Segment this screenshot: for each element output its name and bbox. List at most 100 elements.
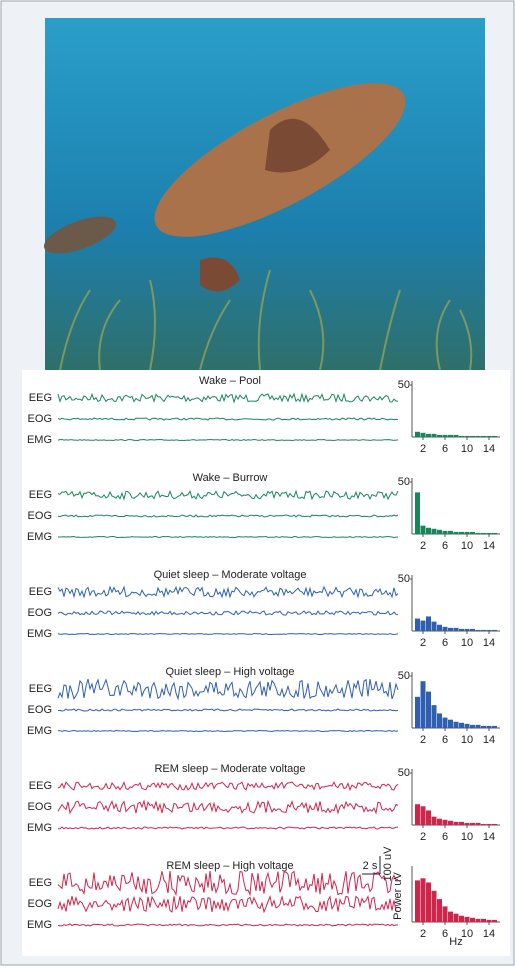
spectrum-bar — [465, 823, 470, 825]
spectrum-bar — [465, 629, 470, 631]
x-tick-label: 2 — [420, 831, 426, 843]
spectrum-bar — [432, 817, 437, 825]
spectrum-bar — [470, 436, 475, 437]
spectrum-bar — [476, 725, 481, 728]
x-tick-label: 6 — [442, 928, 448, 940]
spectrum-bar — [465, 436, 470, 437]
spectrum-bar — [443, 627, 448, 631]
channel-label: EMG — [27, 531, 52, 543]
spectrum-bar — [426, 692, 431, 728]
spectrum-bar — [476, 533, 481, 534]
spectrum-bar — [487, 920, 492, 922]
figure: Wake – Pool EEG EOG EMG 50 2 6 10 14 Wake – Burro… — [0, 0, 515, 966]
spectrum-bar — [465, 917, 470, 922]
spectrum-bar — [421, 681, 426, 728]
spectrum-bar — [459, 532, 464, 534]
channel-label: EOG — [28, 510, 52, 522]
channel-label: EEG — [29, 877, 52, 889]
spectrum-bar — [421, 526, 426, 534]
spectrum-bar — [481, 824, 486, 825]
spectrum-bar — [426, 810, 431, 825]
panel-title: Quiet sleep – High voltage — [165, 666, 294, 678]
spectrum-bar — [454, 914, 459, 922]
spectrum-bar — [437, 713, 442, 728]
x-tick-label: 10 — [461, 443, 473, 455]
spectrum-bar — [454, 722, 459, 728]
channel-label: EEG — [29, 683, 52, 695]
spectrum-bar — [492, 920, 497, 922]
spectrum-bar — [443, 718, 448, 728]
spectrum-bar — [459, 629, 464, 631]
spectrum-bar — [432, 891, 437, 922]
x-tick-label: 10 — [461, 734, 473, 746]
spectrum-bar — [448, 821, 453, 825]
panel-title: REM sleep – Moderate voltage — [154, 763, 305, 775]
spectrum-bar — [487, 824, 492, 825]
spectrum-bar — [437, 435, 442, 437]
spectrum-bar — [481, 533, 486, 534]
spectrum-bar — [492, 726, 497, 728]
spectrum-bar — [421, 878, 426, 922]
spectrum-bar — [476, 919, 481, 922]
channel-label: EOG — [28, 607, 52, 619]
panel-title: REM sleep – High voltage — [166, 860, 293, 872]
spectrum-bar — [492, 630, 497, 631]
spectrum-bar — [415, 804, 420, 825]
channel-label: EMG — [27, 628, 52, 640]
x-tick-label: 2 — [420, 734, 426, 746]
x-tick-label: 14 — [483, 734, 495, 746]
x-tick-label: 14 — [483, 540, 495, 552]
spectrum-bar — [470, 629, 475, 631]
spectrum-bar — [426, 616, 431, 631]
spectrum-bar — [492, 436, 497, 437]
spectrum-bar — [470, 532, 475, 534]
channel-label: EMG — [27, 919, 52, 931]
y-tick-label: 50 — [398, 476, 410, 488]
spectrum-bar — [448, 912, 453, 922]
spectrum-bar — [454, 532, 459, 534]
spectrum-bar — [443, 906, 448, 922]
spectrum-bar — [426, 882, 431, 922]
channel-label: EEG — [29, 392, 52, 404]
panel-title: Wake – Burrow — [193, 472, 268, 484]
x-tick-label: 14 — [483, 637, 495, 649]
spectrum-bar — [476, 630, 481, 631]
trace — [58, 537, 398, 538]
spectrum-bar — [426, 434, 431, 437]
x-tick-label: 2 — [420, 443, 426, 455]
spectrum-bar — [443, 820, 448, 825]
spectrum-bar — [448, 628, 453, 631]
spectrum-bar — [487, 630, 492, 631]
y-tick-label: 50 — [398, 670, 410, 682]
spectrum-bar — [437, 530, 442, 534]
spectrum-bar — [437, 899, 442, 922]
spectrum-bar — [459, 723, 464, 728]
scale-voltage: 100 uV — [382, 846, 394, 882]
spectrum-bar — [481, 630, 486, 631]
spectrum-bar — [432, 434, 437, 437]
x-tick-label: 6 — [442, 734, 448, 746]
spectrum-bar — [454, 628, 459, 631]
spectrum-bar — [432, 529, 437, 534]
spectrum-bar — [415, 697, 420, 728]
channel-label: EOG — [28, 413, 52, 425]
spectrum-bar — [454, 435, 459, 437]
spectrum-bar — [492, 533, 497, 534]
spectrum-bar — [476, 436, 481, 437]
x-tick-label: 14 — [483, 928, 495, 940]
x-tick-label: 2 — [420, 540, 426, 552]
channel-label: EEG — [29, 489, 52, 501]
panel-title: Quiet sleep – Moderate voltage — [154, 569, 307, 581]
scale-time: 2 s — [363, 860, 378, 872]
spectrum-bar — [454, 822, 459, 825]
spectrum-bar — [437, 819, 442, 825]
spectrum-bar — [492, 824, 497, 825]
spectrum-bar — [415, 492, 420, 534]
spectrum-bar — [448, 720, 453, 728]
spectrum-bar — [459, 436, 464, 437]
channel-label: EOG — [28, 898, 52, 910]
x-tick-label: 6 — [442, 443, 448, 455]
channel-label: EEG — [29, 586, 52, 598]
spectrum-bar — [476, 823, 481, 825]
panel-title: Wake – Pool — [199, 375, 261, 387]
